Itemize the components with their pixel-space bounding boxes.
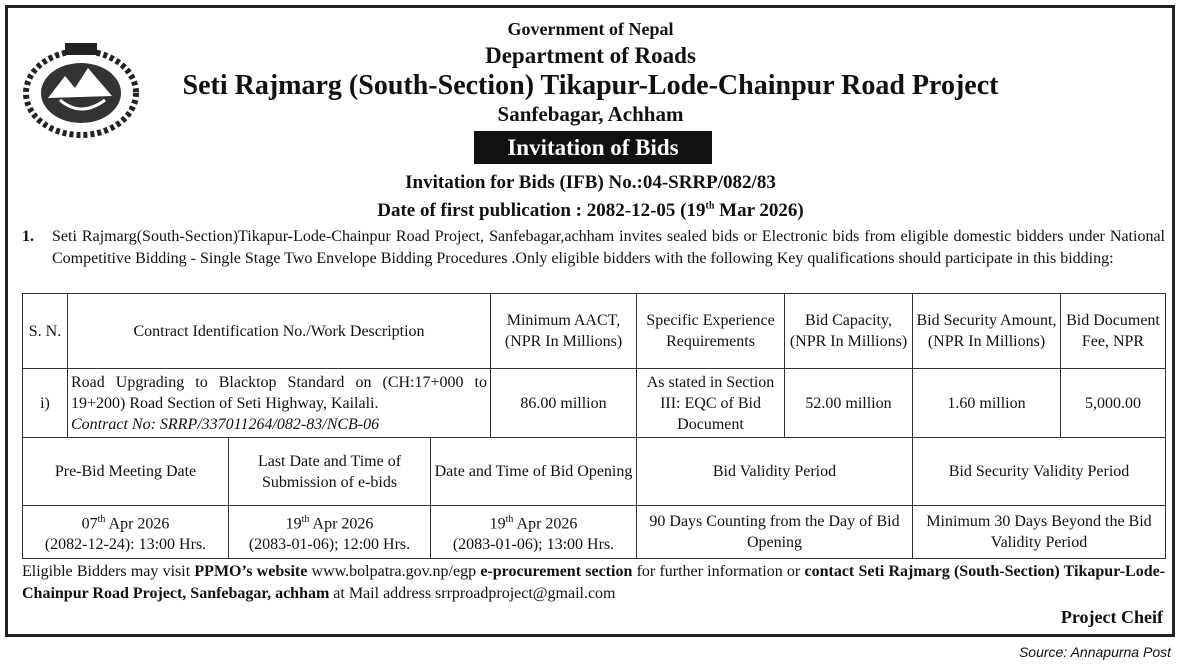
publication-date: Date of first publication : 2082-12-05 (…	[0, 200, 1181, 222]
pub-date-suffix: Mar 2026)	[714, 200, 804, 221]
time: (2083-01-06); 12:00 Hrs.	[248, 536, 411, 554]
intro-text: Seti Rajmarg(South-Section)Tikapur-Lode-…	[52, 228, 1165, 267]
sup: th	[301, 513, 310, 525]
header-sn: S. N.	[22, 293, 68, 369]
bolpatra-link[interactable]: www.bolpatra.gov.np/egp	[311, 563, 477, 580]
time: (2082-12-24): 13:00 Hrs.	[44, 536, 207, 554]
intro-paragraph: 1. Seti Rajmarg(South-Section)Tikapur-Lo…	[22, 226, 1165, 269]
footer-paragraph: Eligible Bidders may visit PPMO’s websit…	[22, 561, 1165, 605]
footer-text: for further information or	[632, 563, 805, 580]
day: 19	[285, 515, 302, 533]
contract-number: Contract No: SRRP/337011264/082-83/NCB-0…	[71, 415, 380, 433]
cell-description: Road Upgrading to Blacktop Standard on (…	[67, 368, 491, 438]
location-line: Sanfebagar, Achham	[497, 102, 684, 126]
month-year: Apr 2026	[309, 515, 374, 533]
work-description: Road Upgrading to Blacktop Standard on (…	[71, 373, 487, 412]
time: (2083-01-06); 13:00 Hrs.	[452, 536, 615, 554]
cell-submission: 19th Apr 2026 (2083-01-06); 12:00 Hrs.	[228, 505, 431, 559]
footer-bold: e-procurement section	[476, 563, 633, 580]
day: 07	[81, 515, 98, 533]
header-fee: Bid Document Fee, NPR	[1060, 293, 1166, 369]
header-submission: Last Date and Time of Submission of e-bi…	[228, 437, 431, 506]
month-year: Apr 2026	[105, 515, 170, 533]
sup: th	[97, 513, 106, 525]
schedule-header-row: Pre-Bid Meeting Date Last Date and Time …	[22, 437, 1166, 506]
department-line: Department of Roads	[485, 43, 696, 68]
cell-aact: 86.00 million	[490, 368, 637, 438]
invitation-banner: Invitation of Bids	[474, 131, 712, 164]
notice-frame	[5, 5, 1175, 637]
cell-validity: 90 Days Counting from the Day of Bid Ope…	[636, 505, 913, 559]
header-security-validity: Bid Security Validity Period	[912, 437, 1166, 506]
nepal-emblem-logo	[23, 43, 139, 138]
cell-opening: 19th Apr 2026 (2083-01-06); 13:00 Hrs.	[430, 505, 637, 559]
header-opening: Date and Time of Bid Opening	[430, 437, 637, 506]
schedule-row: 07th Apr 2026 (2082-12-24): 13:00 Hrs. 19…	[22, 505, 1166, 559]
qualification-table: S. N. Contract Identification No./Work D…	[22, 293, 1166, 438]
footer-contact: contact Seti Rajmarg (South-Section) Tik…	[22, 563, 1166, 602]
table-row: i) Road Upgrading to Blacktop Standard o…	[22, 368, 1166, 438]
government-line: Government of Nepal	[507, 19, 674, 39]
cell-prebid: 07th Apr 2026 (2082-12-24): 13:00 Hrs.	[22, 505, 229, 559]
cell-capacity: 52.00 million	[784, 368, 913, 438]
ifb-number: Invitation for Bids (IFB) No.:04-SRRP/08…	[405, 172, 776, 193]
pub-date-text: Date of first publication : 2082-12-05 (…	[377, 200, 706, 221]
footer-text: at Mail address	[329, 585, 436, 602]
footer-text: Eligible Bidders may visit	[22, 563, 195, 580]
month-year: Apr 2026	[513, 515, 578, 533]
header-description: Contract Identification No./Work Descrip…	[67, 293, 491, 369]
intro-number: 1.	[22, 228, 34, 245]
cell-security: 1.60 million	[912, 368, 1061, 438]
cell-fee: 5,000.00	[1060, 368, 1166, 438]
signature: Project Cheif	[1060, 607, 1163, 627]
sup: th	[505, 513, 514, 525]
table-header-row: S. N. Contract Identification No./Work D…	[22, 293, 1166, 369]
cell-security-validity: Minimum 30 Days Beyond the Bid Validity …	[912, 505, 1166, 559]
day: 19	[489, 515, 506, 533]
cell-sn: i)	[22, 368, 68, 438]
email-link[interactable]: srrproadproject@gmail.com	[435, 585, 616, 602]
footer-bold: PPMO’s website	[194, 563, 308, 580]
schedule-table: Pre-Bid Meeting Date Last Date and Time …	[22, 437, 1166, 559]
header-aact: Minimum AACT, (NPR In Millions)	[490, 293, 637, 369]
source-credit: Source: Annapurna Post	[1018, 644, 1171, 660]
header-capacity: Bid Capacity, (NPR In Millions)	[784, 293, 913, 369]
header-experience: Specific Experience Requirements	[636, 293, 785, 369]
project-title: Seti Rajmarg (South-Section) Tikapur-Lod…	[182, 70, 999, 101]
pub-sup: th	[705, 200, 715, 212]
header-prebid: Pre-Bid Meeting Date	[22, 437, 229, 506]
header-validity: Bid Validity Period	[636, 437, 913, 506]
cell-experience: As stated in Section III: EQC of Bid Doc…	[636, 368, 785, 438]
header-security: Bid Security Amount, (NPR In Millions)	[912, 293, 1061, 369]
